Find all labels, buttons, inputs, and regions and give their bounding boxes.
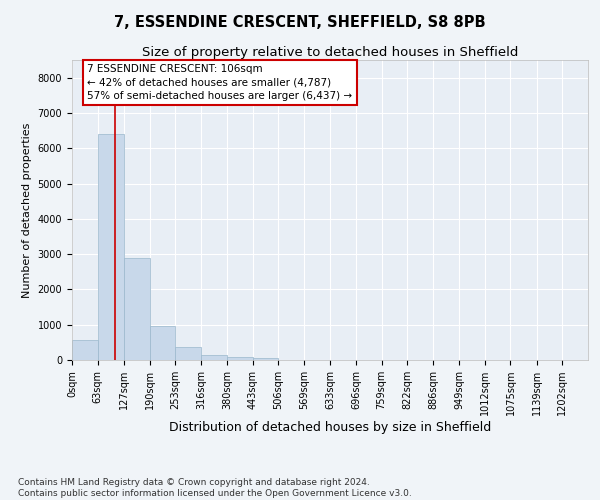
Bar — [98, 134, 124, 360]
Bar — [124, 258, 149, 360]
Bar — [201, 354, 227, 360]
Title: Size of property relative to detached houses in Sheffield: Size of property relative to detached ho… — [142, 46, 518, 59]
Text: Contains HM Land Registry data © Crown copyright and database right 2024.
Contai: Contains HM Land Registry data © Crown c… — [18, 478, 412, 498]
Bar — [253, 358, 278, 360]
Bar — [227, 358, 253, 360]
X-axis label: Distribution of detached houses by size in Sheffield: Distribution of detached houses by size … — [169, 421, 491, 434]
Bar — [149, 326, 175, 360]
Bar — [72, 340, 98, 360]
Text: 7, ESSENDINE CRESCENT, SHEFFIELD, S8 8PB: 7, ESSENDINE CRESCENT, SHEFFIELD, S8 8PB — [114, 15, 486, 30]
Y-axis label: Number of detached properties: Number of detached properties — [22, 122, 32, 298]
Text: 7 ESSENDINE CRESCENT: 106sqm
← 42% of detached houses are smaller (4,787)
57% of: 7 ESSENDINE CRESCENT: 106sqm ← 42% of de… — [88, 64, 353, 101]
Bar — [175, 348, 201, 360]
